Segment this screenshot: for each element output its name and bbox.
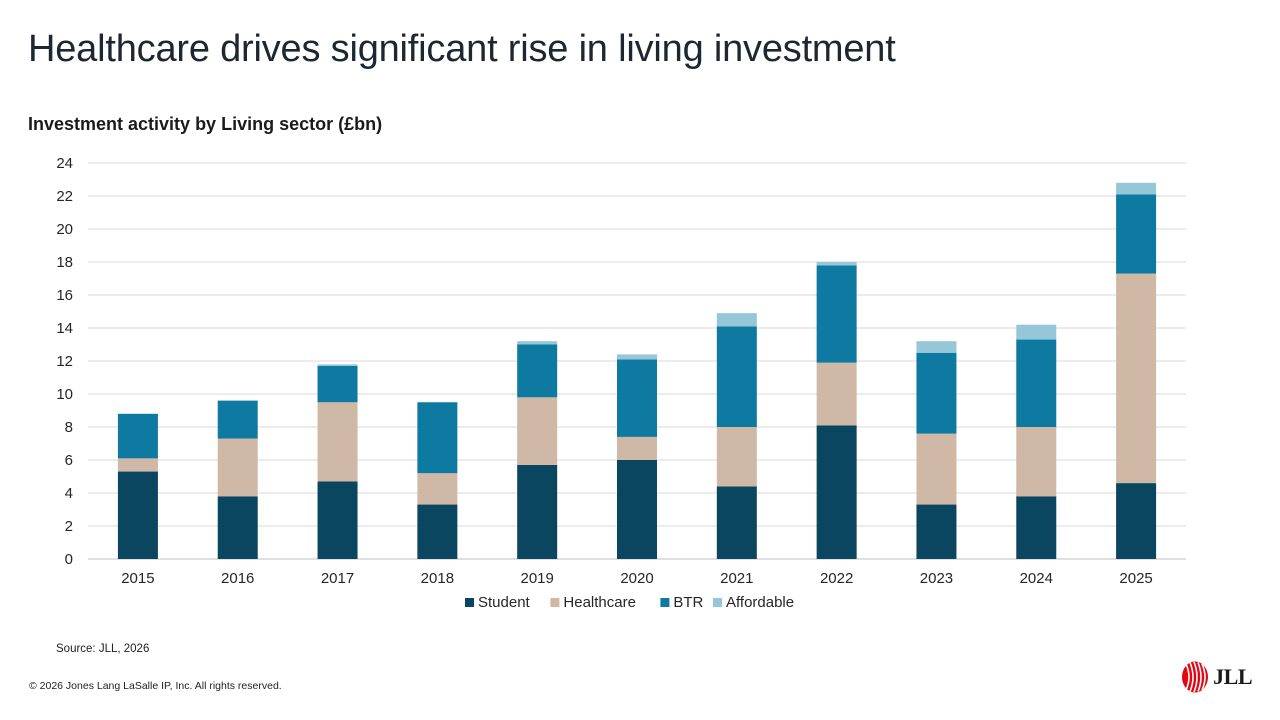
bar-btr-2017 — [317, 365, 358, 403]
x-tick-label: 2016 — [221, 570, 254, 587]
bar-healthcare-2021 — [716, 427, 757, 487]
bar-student-2025 — [1116, 483, 1157, 559]
bar-btr-2025 — [1116, 194, 1157, 274]
bar-btr-2022 — [816, 265, 857, 363]
source-note: Source: JLL, 2026 — [56, 643, 150, 655]
bar-affordable-2019 — [517, 341, 558, 345]
bar-btr-2019 — [517, 344, 558, 398]
x-tick-label: 2025 — [1119, 570, 1152, 587]
y-tick-label: 0 — [65, 551, 73, 568]
y-tick-label: 16 — [56, 287, 73, 304]
bar-btr-2015 — [117, 413, 158, 459]
bar-healthcare-2018 — [417, 473, 458, 505]
jll-logo-text: JLL — [1213, 664, 1252, 689]
bar-healthcare-2020 — [617, 436, 657, 460]
bar-affordable-2022 — [816, 262, 857, 266]
legend-swatch-healthcare — [550, 598, 560, 607]
bar-student-2015 — [117, 471, 158, 559]
legend-swatch-student — [465, 598, 474, 607]
chart-title: Investment activity by Living sector (£b… — [28, 114, 383, 134]
bar-student-2024 — [1016, 496, 1057, 559]
bar-btr-2021 — [716, 326, 757, 427]
jll-logo-icon — [1182, 661, 1209, 693]
legend-label-btr: BTR — [673, 594, 703, 611]
legend-label-student: Student — [478, 594, 531, 611]
bar-affordable-2025 — [1116, 182, 1157, 195]
legend-label-affordable: Affordable — [726, 594, 794, 611]
y-tick-label: 18 — [56, 254, 73, 271]
bar-healthcare-2023 — [916, 433, 957, 505]
bar-student-2020 — [617, 460, 657, 559]
y-tick-label: 4 — [65, 485, 73, 502]
y-tick-label: 6 — [65, 452, 73, 469]
x-tick-label: 2017 — [321, 570, 354, 587]
y-tick-label: 8 — [65, 419, 73, 436]
bar-student-2017 — [317, 481, 358, 559]
bar-affordable-2020 — [617, 354, 657, 360]
bar-btr-2023 — [916, 352, 957, 434]
x-tick-label: 2023 — [920, 570, 953, 587]
legend-swatch-affordable — [713, 598, 722, 607]
x-tick-label: 2018 — [421, 570, 454, 587]
bar-student-2023 — [916, 504, 957, 559]
y-tick-label: 2 — [65, 518, 73, 535]
y-tick-label: 22 — [56, 188, 73, 205]
slide-title: Healthcare drives significant rise in li… — [28, 28, 896, 70]
x-tick-label: 2022 — [820, 570, 853, 587]
bar-student-2018 — [417, 504, 458, 559]
jll-logo: JLL — [1180, 660, 1252, 694]
bar-student-2022 — [816, 425, 857, 559]
y-tick-label: 14 — [56, 320, 73, 337]
bar-healthcare-2019 — [517, 397, 558, 465]
y-tick-label: 10 — [56, 386, 73, 403]
copyright-note: © 2026 Jones Lang LaSalle IP, Inc. All r… — [29, 680, 282, 692]
x-tick-label: 2015 — [121, 570, 154, 587]
bar-btr-2016 — [217, 400, 258, 439]
x-tick-label: 2024 — [1020, 570, 1053, 587]
y-tick-label: 12 — [56, 353, 73, 370]
x-tick-label: 2021 — [720, 570, 753, 587]
bar-btr-2018 — [417, 402, 458, 474]
bar-btr-2024 — [1016, 339, 1057, 427]
x-tick-label: 2020 — [620, 570, 653, 587]
bar-affordable-2021 — [716, 313, 757, 327]
bar-btr-2020 — [617, 359, 657, 437]
x-tick-label: 2019 — [520, 570, 553, 587]
y-tick-label: 20 — [56, 221, 73, 238]
bar-affordable-2024 — [1016, 324, 1057, 340]
bar-healthcare-2015 — [117, 458, 158, 472]
bar-student-2019 — [517, 464, 558, 559]
bar-affordable-2023 — [916, 341, 957, 353]
bar-affordable-2017 — [317, 364, 358, 366]
bar-student-2021 — [716, 486, 757, 559]
bar-student-2016 — [217, 496, 258, 559]
bar-healthcare-2017 — [317, 402, 358, 482]
bar-healthcare-2024 — [1016, 427, 1057, 497]
bar-healthcare-2025 — [1116, 273, 1157, 484]
bar-healthcare-2016 — [217, 438, 258, 497]
bar-healthcare-2022 — [816, 362, 857, 426]
legend-label-healthcare: Healthcare — [563, 594, 636, 611]
y-tick-label: 24 — [56, 155, 73, 172]
legend-swatch-btr — [660, 598, 670, 607]
